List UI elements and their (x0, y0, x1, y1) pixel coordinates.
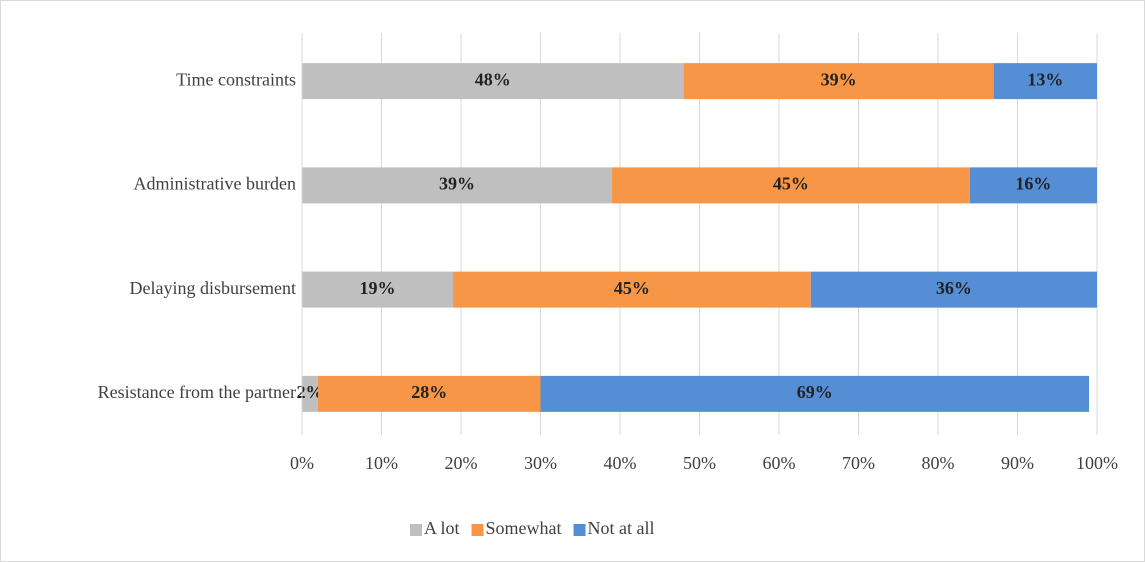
legend-label: Somewhat (486, 518, 562, 538)
bar-segment (540, 375, 1090, 412)
data-label: 2% (296, 382, 323, 402)
x-tick-label: 20% (445, 453, 478, 473)
data-label: 36% (936, 278, 972, 298)
data-label: 16% (1015, 174, 1051, 194)
x-tick-label: 30% (524, 453, 557, 473)
x-tick-label: 50% (683, 453, 716, 473)
data-label: 19% (360, 278, 396, 298)
bar-segment (612, 167, 970, 204)
bar-segment (302, 167, 613, 204)
bar-segment (302, 271, 454, 308)
bar-segment (810, 271, 1097, 308)
x-tick-label: 10% (365, 453, 398, 473)
data-label: 45% (614, 278, 650, 298)
x-tick-label: 70% (842, 453, 875, 473)
bar-segment (453, 271, 811, 308)
y-tick-label: Administrative burden (134, 174, 296, 194)
x-tick-label: 80% (922, 453, 955, 473)
data-label: 13% (1027, 69, 1063, 89)
bar-segment (302, 63, 684, 100)
bar-segment (993, 63, 1097, 100)
bar-segment (683, 63, 994, 100)
x-tick-label: 90% (1001, 453, 1034, 473)
data-label: 48% (475, 69, 511, 89)
bar-segment (317, 375, 541, 412)
x-tick-label: 100% (1076, 453, 1118, 473)
bar-segment (302, 375, 318, 412)
y-tick-label: Resistance from the partner (98, 382, 296, 402)
x-tick-label: 60% (763, 453, 796, 473)
y-tick-label: Time constraints (176, 69, 296, 89)
data-label: 45% (773, 174, 809, 194)
bar-segment (969, 167, 1097, 204)
legend-swatch (410, 524, 422, 536)
legend-swatch (573, 524, 586, 536)
legend-label: A lot (424, 518, 460, 538)
y-tick-label: Delaying disbursement (130, 278, 296, 298)
x-tick-label: 40% (604, 453, 637, 473)
legend-label: Not at all (588, 518, 655, 538)
data-label: 69% (797, 382, 833, 402)
data-label: 28% (411, 382, 447, 402)
data-label: 39% (439, 174, 475, 194)
data-label: 39% (821, 69, 857, 89)
x-tick-label: 0% (290, 453, 314, 473)
legend-swatch (471, 524, 484, 536)
